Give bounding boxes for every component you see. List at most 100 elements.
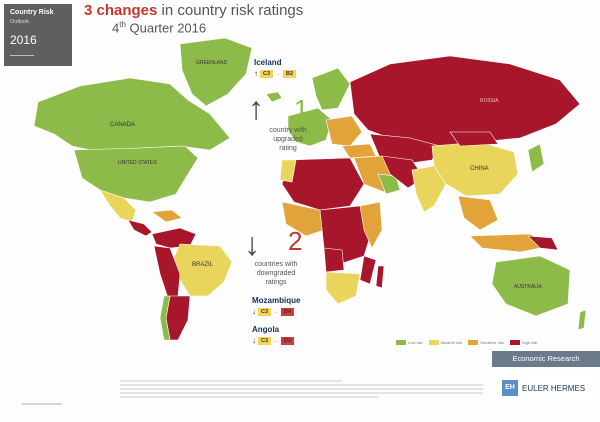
downgrade-count: 2 <box>288 226 303 256</box>
region-turkey <box>341 143 377 159</box>
region-japan <box>527 143 545 173</box>
economic-research-banner: Economic Research <box>492 351 600 367</box>
title-count: 3 changes <box>84 2 158 19</box>
euler-hermes-mark: EH <box>502 380 518 396</box>
rating-to: D3 <box>281 336 294 345</box>
region-western-europe <box>287 107 333 147</box>
region-greenland <box>179 37 253 107</box>
cover-title: Country Risk <box>10 9 54 16</box>
region-china <box>431 141 519 197</box>
disclaimer-line <box>120 384 483 386</box>
legend-swatch <box>396 340 406 345</box>
disclaimer-line <box>120 388 483 390</box>
quarter-text: Quarter 2016 <box>125 20 207 36</box>
page-title: 3 changes in country risk ratings <box>84 2 303 19</box>
upgrade-country: Iceland <box>254 58 282 67</box>
region-east-africa <box>359 201 383 249</box>
region-argentina <box>165 295 191 341</box>
rating-to: B2 <box>283 69 296 78</box>
region-brazil <box>171 243 233 297</box>
label-australia: AUSTRALIA <box>514 284 542 290</box>
region-scandinavia <box>311 67 351 111</box>
cover-rule <box>10 55 34 56</box>
legend-label: Medium risk <box>440 340 463 345</box>
rating-to: D4 <box>281 307 294 316</box>
cover-year: 2016 <box>10 33 37 47</box>
downgrade-caption: countries with downgraded ratings <box>244 260 308 287</box>
legend-sensitive: Sensitive risk <box>468 340 504 345</box>
quarter-number: 4 <box>112 20 120 36</box>
arrow-down-icon: ↓ <box>252 307 256 316</box>
caption-line: countries with <box>254 261 298 268</box>
caption-line: ratings <box>265 279 287 286</box>
downgrade-detail-mozambique: Mozambique ↓ C3 → D4 <box>252 296 300 316</box>
region-north-africa <box>281 157 365 211</box>
upgrade-count: 1 <box>294 94 309 124</box>
legend-swatch <box>509 340 520 345</box>
region-arabia-gulf <box>377 173 401 195</box>
label-russia: RUSSIA <box>480 98 499 104</box>
downgrade-rating-change: ↓ C3 → D3 <box>252 336 294 345</box>
cover-subtitle: Outlook <box>10 19 29 25</box>
region-indonesia <box>469 233 551 253</box>
arrow-up-icon: ↑ <box>254 69 258 78</box>
caption-line: upgraded <box>273 136 303 143</box>
region-angola <box>323 247 345 273</box>
euler-hermes-name: EULER HERMES <box>522 383 586 393</box>
page-subtitle: 4th Quarter 2016 <box>112 20 206 35</box>
downgrade-detail-angola: Angola ↓ C3 → D3 <box>252 325 294 345</box>
region-madagascar <box>375 265 385 289</box>
downgrade-rating-change: ↓ C3 → D4 <box>252 307 300 316</box>
region-eastern-europe <box>325 115 363 147</box>
region-australia <box>491 255 571 317</box>
label-brazil: BRAZIL <box>192 262 214 268</box>
legend-label: Low risk <box>408 340 423 345</box>
region-united-states <box>73 145 199 203</box>
rating-from: C3 <box>258 336 271 345</box>
downgrade-country: Angola <box>252 325 280 334</box>
legend-low: Low risk <box>396 340 423 345</box>
outlook-cover: Country Risk Outlook 2016 <box>4 4 72 66</box>
legend-medium: Medium risk <box>428 340 463 345</box>
label-china: CHINA <box>470 166 489 172</box>
arrow-right-icon: → <box>275 70 281 77</box>
region-mongolia <box>449 131 499 147</box>
arrow-down-icon: ↓ <box>252 336 256 345</box>
disclaimer-text <box>120 378 490 408</box>
legend-high: High risk <box>509 340 537 345</box>
caption-line: country with <box>269 127 307 134</box>
title-rest: in country risk ratings <box>157 2 304 19</box>
euler-hermes-logo: EH EULER HERMES <box>500 373 598 403</box>
rating-from: C3 <box>260 69 273 78</box>
region-southern-africa <box>325 271 361 305</box>
region-central-america <box>127 219 153 237</box>
allianz-credit <box>22 401 62 407</box>
region-mozambique <box>359 255 377 285</box>
region-chile <box>159 295 171 341</box>
region-morocco <box>279 159 297 183</box>
downgrade-country: Mozambique <box>252 296 301 305</box>
disclaimer-line <box>120 396 379 398</box>
arrow-down-icon: ↓ <box>244 226 260 262</box>
region-new-zealand <box>577 309 587 331</box>
caption-line: rating <box>279 145 297 152</box>
region-west-africa <box>281 201 325 237</box>
world-map: GREENLAND CANADA UNITED STATES BRAZIL RU… <box>33 37 587 341</box>
arrow-up-icon: ↑ <box>248 90 264 126</box>
label-greenland: GREENLAND <box>196 60 228 66</box>
disclaimer-line <box>120 392 483 394</box>
disclaimer-line <box>120 380 342 382</box>
arrow-right-icon: → <box>273 308 279 315</box>
region-southeast-asia <box>457 195 499 231</box>
region-papua <box>527 235 559 251</box>
quarter-suffix: th <box>119 20 126 29</box>
region-russia <box>349 55 581 147</box>
legend-label: Sensitive risk <box>480 340 504 345</box>
upgrade-detail: Iceland ↑ C3 → B2 <box>254 58 296 78</box>
caption-line: downgraded <box>256 270 296 277</box>
upgrade-rating-change: ↑ C3 → B2 <box>254 69 296 78</box>
label-canada: CANADA <box>110 122 135 128</box>
region-canada <box>33 77 231 153</box>
upgrade-caption: country with upgraded rating <box>256 126 320 153</box>
